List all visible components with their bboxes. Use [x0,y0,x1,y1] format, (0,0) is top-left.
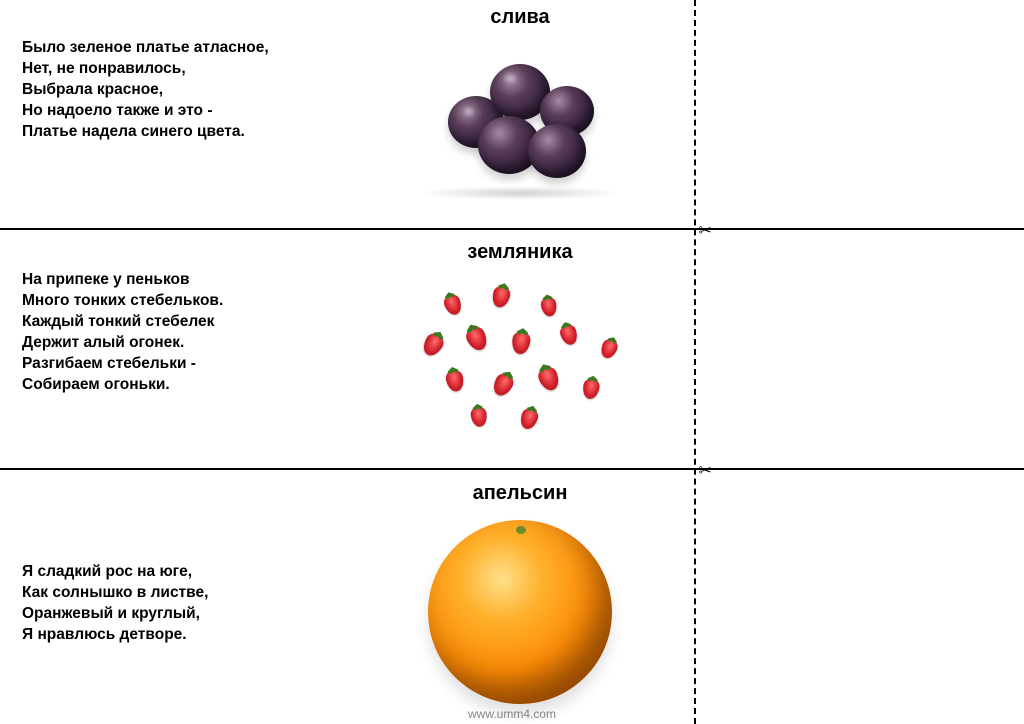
riddle-text-strawberry: На припеке у пеньков Много тонких стебел… [22,270,223,396]
riddle-text-plum: Было зеленое платье атласное, Нет, не по… [22,38,269,143]
vertical-cut-line [694,0,1024,724]
card-title-strawberry: земляника [380,241,660,264]
riddle-text-orange: Я сладкий рос на юге, Как солнышко в лис… [22,562,208,646]
fruit-image-strawberry [380,278,660,458]
scissors-icon: ✂ [699,459,712,479]
horizontal-cut-line-2 [0,468,1024,470]
fruit-image-plum [380,56,660,216]
card-title-plum: слива [380,6,660,29]
horizontal-cut-line-1 [0,228,1024,230]
fruit-image-orange [380,520,660,715]
scissors-icon: ✂ [699,219,712,239]
card-title-orange: апельсин [380,482,660,505]
